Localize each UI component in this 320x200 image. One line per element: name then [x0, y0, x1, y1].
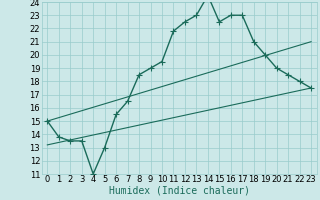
- X-axis label: Humidex (Indice chaleur): Humidex (Indice chaleur): [109, 186, 250, 196]
